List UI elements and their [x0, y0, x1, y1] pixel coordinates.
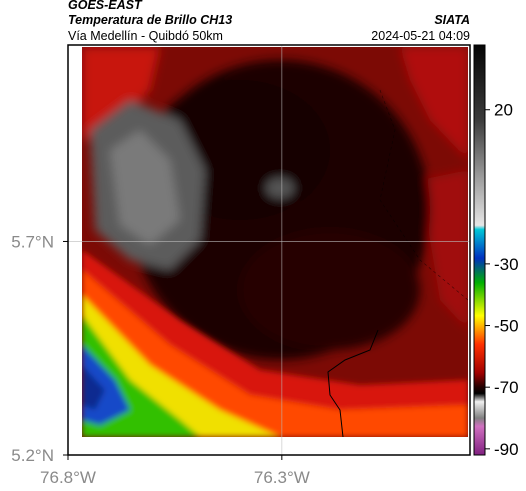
y-tick-label: 5.7°N — [11, 232, 54, 251]
colorbar — [473, 44, 486, 456]
colorbar-label: -70 — [494, 378, 519, 397]
satellite: GOES-EAST — [68, 0, 143, 12]
boundary-line — [327, 329, 379, 437]
x-tick-label: 76.8°W — [40, 468, 96, 487]
region: Vía Medellín - Quibdó 50km — [68, 29, 223, 43]
source: SIATA — [434, 13, 470, 27]
colorbar-label: -30 — [494, 255, 519, 274]
colorbar-label: 20 — [494, 101, 513, 120]
colorbar-label: -50 — [494, 317, 519, 336]
colorbar-label: -90 — [494, 440, 519, 459]
x-tick-label: 76.3°W — [254, 468, 310, 487]
satellite-image — [82, 47, 468, 437]
timestamp: 2024-05-21 04:09 — [371, 29, 470, 43]
boundary-line — [379, 89, 468, 301]
map-frame — [67, 44, 471, 456]
product: Temperatura de Brillo CH13 — [68, 13, 232, 27]
y-tick-label: 5.2°N — [11, 446, 54, 465]
